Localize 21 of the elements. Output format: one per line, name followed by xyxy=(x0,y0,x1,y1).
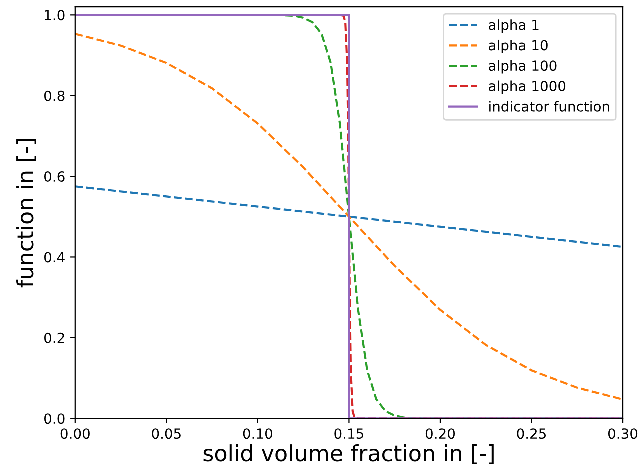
legend-label: alpha 1000 xyxy=(489,80,566,94)
y-tick-label: 0.4 xyxy=(44,252,65,263)
x-axis-title: solid volume fraction in [-] xyxy=(204,444,494,464)
legend-label: indicator function xyxy=(490,101,610,112)
y-tick-label: 1.0 xyxy=(45,10,65,21)
x-tick-label: 0.10 xyxy=(243,428,272,440)
x-tick-label: 0.20 xyxy=(426,428,456,440)
y-tick-label: 0.2 xyxy=(44,332,64,344)
y-tick-label: 0.0 xyxy=(44,414,65,424)
y-tick-label: 0.6 xyxy=(44,172,65,182)
y-tick-label: 0.8 xyxy=(44,90,65,102)
legend-label: alpha 1 xyxy=(489,20,539,34)
line-series xyxy=(75,186,624,248)
x-tick-label: 0.25 xyxy=(517,428,546,440)
x-tick-label: 0.00 xyxy=(60,428,90,440)
x-tick-label: 0.05 xyxy=(152,428,181,440)
y-axis-title: function in [-] xyxy=(16,139,36,288)
x-tick-label: 0.30 xyxy=(608,428,638,440)
legend-label: alpha 100 xyxy=(489,60,557,74)
legend-label: alpha 10 xyxy=(489,40,548,54)
x-tick-label: 0.15 xyxy=(334,428,364,440)
